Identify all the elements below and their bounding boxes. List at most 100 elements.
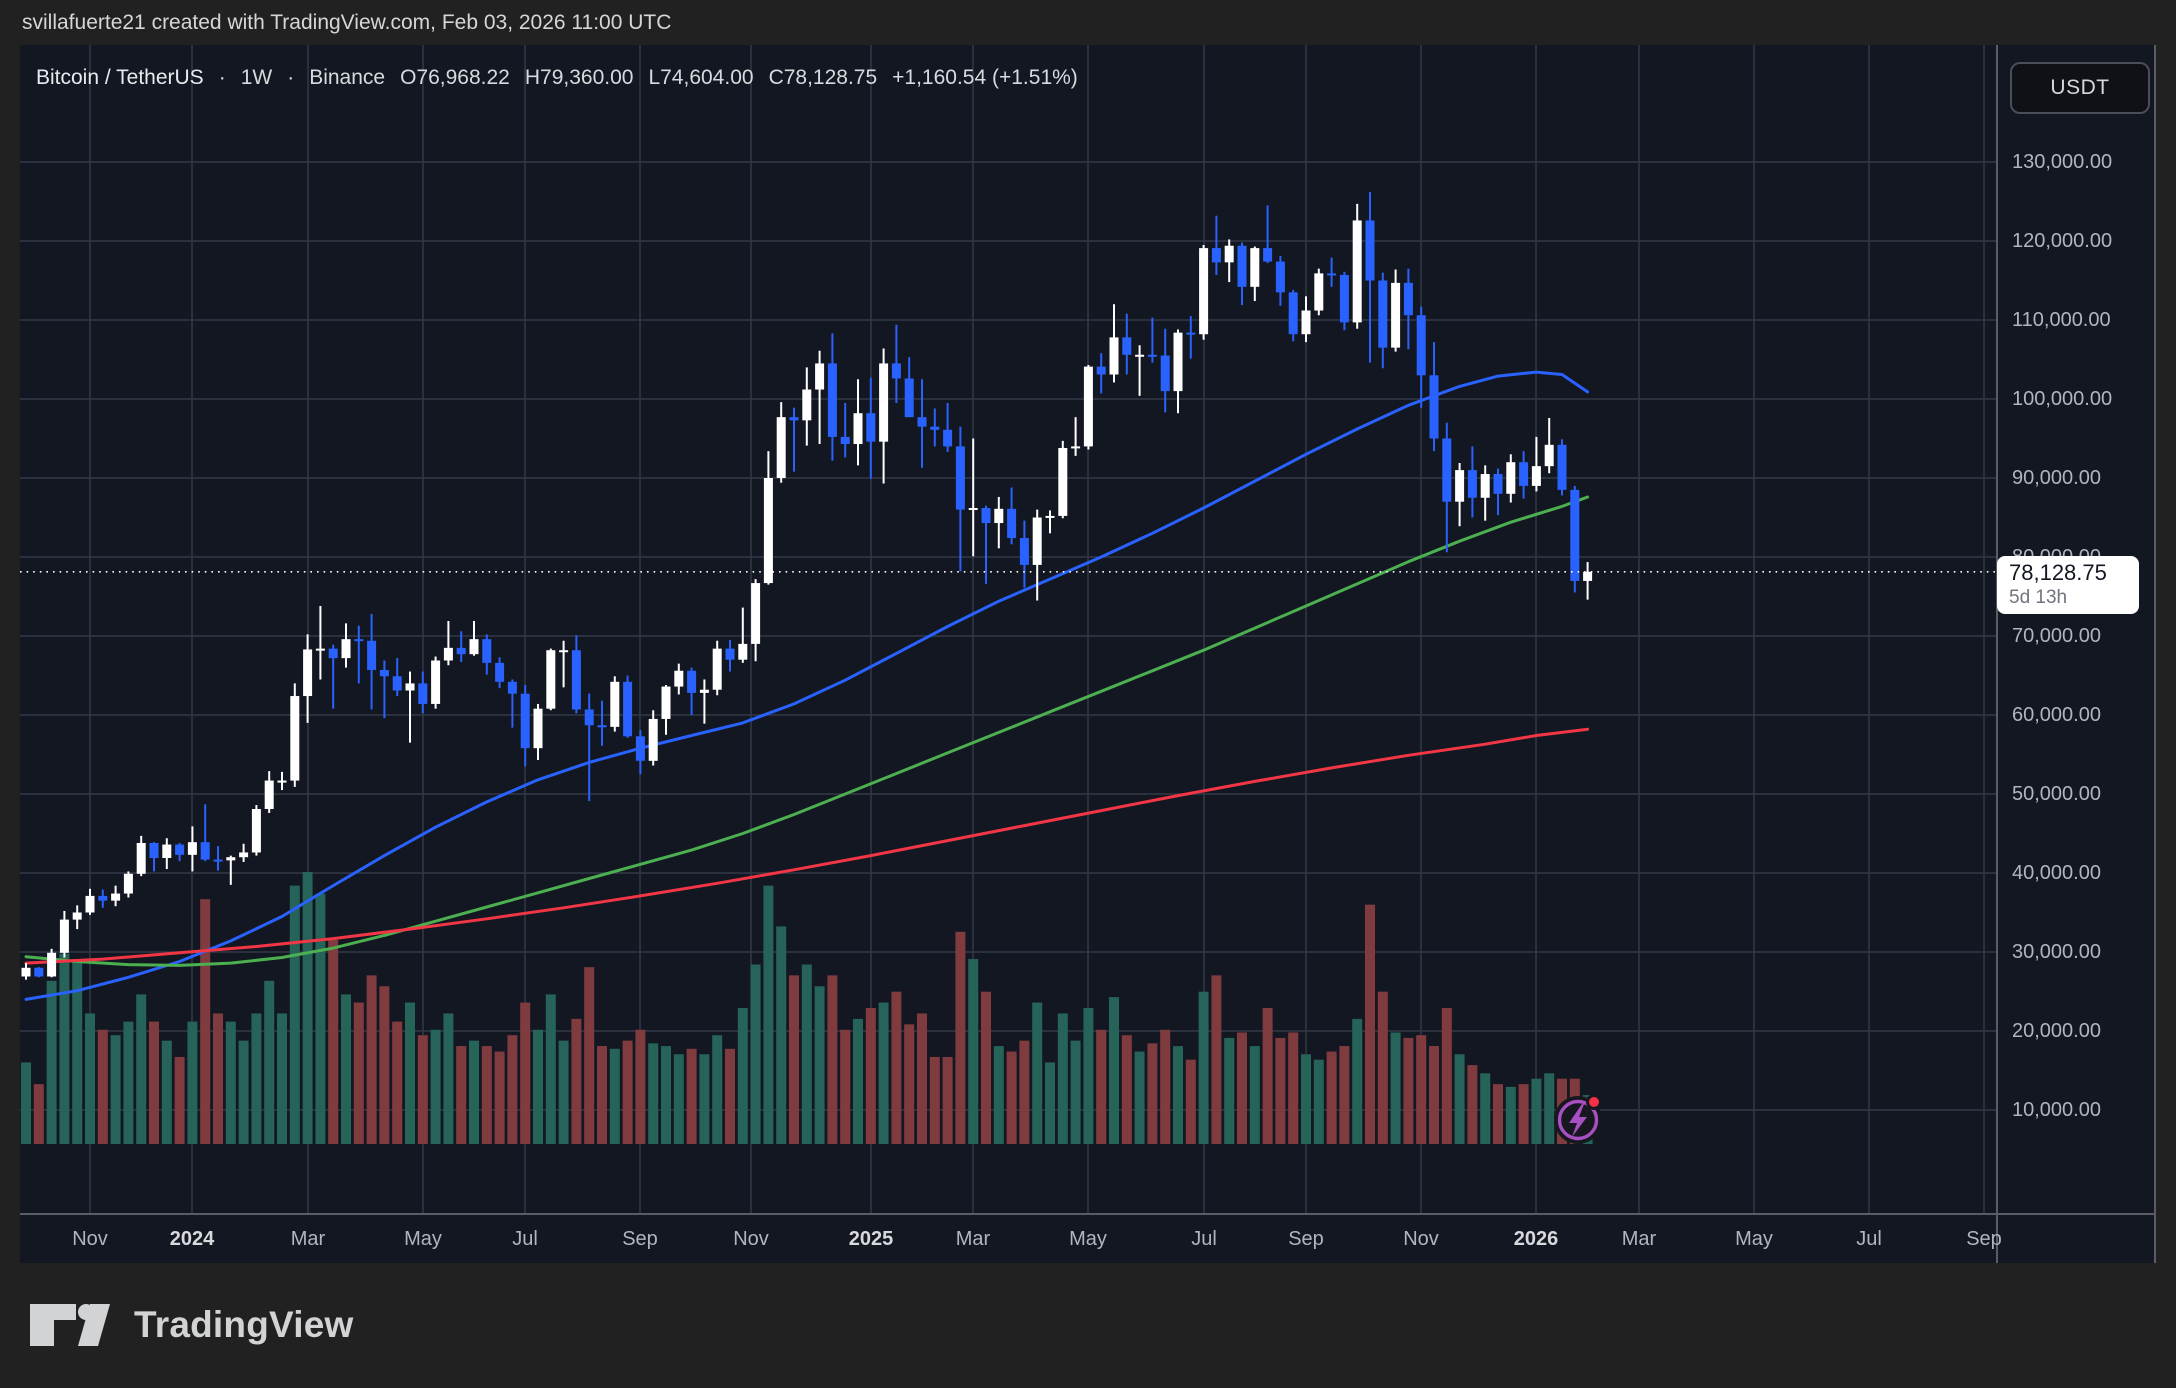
volume-bar <box>763 885 774 1144</box>
volume-bar <box>622 1040 633 1144</box>
candle-body <box>341 639 351 659</box>
candle-body <box>840 436 850 445</box>
legend-change: +1,160.54 (+1.51%) <box>892 66 1078 89</box>
candle-body <box>1455 470 1465 502</box>
candle-body <box>495 662 505 682</box>
volume-bar <box>725 1048 735 1144</box>
volume-bar <box>392 1021 403 1144</box>
candle-body <box>482 639 492 663</box>
volume-bar <box>46 980 57 1144</box>
time-axis-border[interactable] <box>20 1213 2156 1215</box>
volume-bar <box>1070 1040 1081 1144</box>
candle-body <box>1429 375 1439 439</box>
lightning-badge-icon <box>1554 1094 1602 1144</box>
candle-body <box>507 681 517 694</box>
time-axis-label: May <box>1735 1228 1773 1250</box>
price-axis-border[interactable] <box>1996 45 1998 1263</box>
volume-bar <box>302 872 313 1144</box>
candle-body <box>111 893 121 901</box>
candle-body <box>1339 274 1349 323</box>
candle-body <box>264 780 274 810</box>
candle-body <box>85 895 95 913</box>
ma-mid-green <box>24 495 1590 967</box>
volume-bar <box>494 1051 505 1144</box>
time-axis-label: Sep <box>1288 1228 1324 1250</box>
candle-body <box>226 857 236 861</box>
candle-body <box>1519 462 1529 486</box>
volume-bar <box>1339 1046 1350 1144</box>
volume-bar <box>1313 1059 1324 1144</box>
time-axis-label: Sep <box>622 1228 658 1250</box>
candle-body <box>968 508 978 511</box>
volume-bar <box>417 1035 428 1144</box>
time-axis-label: Nov <box>72 1228 108 1250</box>
price-axis-label: 100,000.00 <box>2012 388 2113 410</box>
candle-body <box>827 363 837 437</box>
volume-bar <box>891 991 902 1144</box>
candle-body <box>1135 354 1145 357</box>
volume-bar <box>366 975 377 1144</box>
volume-bar <box>149 1021 159 1144</box>
volume-bar <box>136 994 147 1144</box>
candle-body <box>623 681 633 737</box>
price-axis-label: 120,000.00 <box>2012 230 2113 252</box>
candle-body <box>789 417 799 421</box>
volume-bar <box>1454 1054 1465 1144</box>
legend-close: C78,128.75 <box>768 66 878 89</box>
candle-body <box>699 689 709 693</box>
time-axis-label: Jul <box>512 1228 538 1250</box>
volume-bar <box>1326 1051 1337 1144</box>
volume-bar <box>609 1048 620 1144</box>
legend-low: L74,604.00 <box>648 66 754 89</box>
volume-bar <box>251 1013 262 1144</box>
volume-bar <box>405 1002 415 1144</box>
tradingview-logo[interactable]: TradingView <box>30 1302 353 1348</box>
volume-bar <box>1480 1073 1491 1144</box>
volume-bar <box>1160 1029 1171 1144</box>
candle-body <box>251 809 261 853</box>
time-axis-label: May <box>1069 1228 1107 1250</box>
candle-body <box>853 413 863 445</box>
panel-right-border <box>2154 45 2156 1263</box>
candle-body <box>290 696 300 781</box>
volume-bar <box>737 1008 748 1144</box>
volume-bar <box>648 1043 659 1144</box>
candle-body <box>59 919 69 953</box>
time-axis-label: Jul <box>1191 1228 1217 1250</box>
candle-body <box>955 446 965 510</box>
candle-body <box>162 844 172 858</box>
volume-bar <box>481 1046 492 1144</box>
legend-symbol[interactable]: Bitcoin / TetherUS <box>36 66 204 89</box>
time-axis-label: 2025 <box>848 1228 894 1250</box>
candle-body <box>367 640 377 670</box>
volume-bar <box>571 1018 582 1144</box>
price-axis-label: 90,000.00 <box>2012 467 2101 489</box>
candle-body <box>610 681 620 727</box>
volume-bar <box>789 975 799 1144</box>
candle-body <box>123 873 133 894</box>
volume-bar <box>1083 1008 1094 1144</box>
volume-bar <box>1301 1054 1311 1144</box>
candle-body <box>1416 315 1426 376</box>
volume-bar <box>1377 991 1388 1144</box>
volume-bar <box>238 1040 249 1144</box>
time-axis-label: Mar <box>290 1228 326 1250</box>
volume-bar <box>1262 1008 1273 1144</box>
candle-body <box>1096 366 1106 375</box>
volume-bar <box>21 1062 31 1144</box>
time-axis-label: May <box>404 1228 442 1250</box>
volume-bar <box>1416 1035 1427 1144</box>
candle-body <box>392 676 402 691</box>
volume-bar <box>72 959 83 1144</box>
volume-bar <box>1467 1065 1478 1144</box>
legend-interval[interactable]: 1W <box>240 66 273 89</box>
candle-body <box>891 363 901 379</box>
volume-bar <box>289 885 300 1144</box>
time-axis-label: Mar <box>1621 1228 1657 1250</box>
volume-bar <box>507 1035 518 1144</box>
currency-toggle-button[interactable]: USDT <box>2010 62 2150 114</box>
candle-body <box>34 967 44 977</box>
candle-body <box>98 895 108 901</box>
